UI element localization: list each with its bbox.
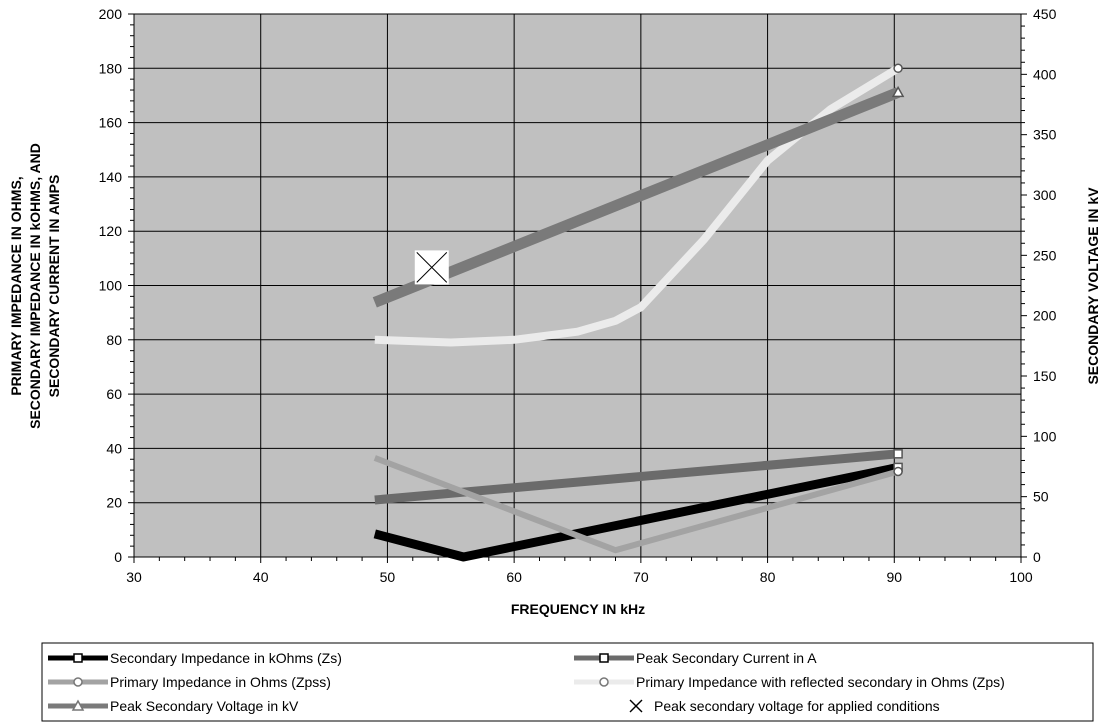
series-end-marker bbox=[891, 85, 905, 98]
y-right-tick-label: 400 bbox=[1033, 66, 1057, 82]
legend-symbol bbox=[629, 699, 643, 713]
y-axis-title-line-2: SECONDARY IMPEDANCE IN kOHMS, AND bbox=[27, 143, 43, 429]
legend-label: Primary Impedance with reflected seconda… bbox=[636, 674, 1005, 690]
legend-marker bbox=[71, 699, 85, 711]
x-tick-label: 30 bbox=[126, 569, 142, 585]
legend-label: Peak secondary voltage for applied condi… bbox=[654, 698, 940, 714]
series-line bbox=[373, 455, 899, 554]
y-right-tick-label: 100 bbox=[1033, 428, 1057, 444]
y-right-tick-label: 250 bbox=[1033, 247, 1057, 263]
y-axis-title-line-3: SECONDARY CURRENT IN AMPS bbox=[46, 175, 62, 398]
x-tick-label: 90 bbox=[886, 569, 902, 585]
series-lines bbox=[372, 63, 905, 562]
legend-item: Primary Impedance in Ohms (Zpss) bbox=[48, 674, 331, 690]
y-tick-label: 0 bbox=[114, 549, 122, 565]
legend-marker bbox=[599, 677, 609, 687]
series-line bbox=[372, 87, 901, 308]
y-tick-label: 200 bbox=[99, 6, 123, 22]
legend-label: Primary Impedance in Ohms (Zpss) bbox=[110, 674, 331, 690]
x-tick-labels: 30 40 50 60 70 80 90 100 bbox=[126, 569, 1033, 585]
y-right-tick-label: 350 bbox=[1033, 127, 1057, 143]
x-tick-label: 50 bbox=[380, 569, 396, 585]
x-tick-label: 80 bbox=[760, 569, 776, 585]
y-tick-label: 160 bbox=[99, 115, 123, 131]
x-tick-label: 70 bbox=[633, 569, 649, 585]
series-2 bbox=[373, 455, 903, 554]
gridlines bbox=[134, 13, 1021, 557]
axes bbox=[128, 13, 1027, 563]
legend-box bbox=[41, 642, 1094, 722]
legend-label: Peak Secondary Current in A bbox=[636, 650, 817, 666]
y-right-tick-label: 200 bbox=[1033, 308, 1057, 324]
series-5 bbox=[414, 250, 449, 285]
legend-label: Peak Secondary Voltage in kV bbox=[110, 698, 299, 714]
y-axis-title-line-1: PRIMARY IMPEDANCE IN OHMS, bbox=[8, 176, 24, 395]
y-tick-label: 40 bbox=[106, 440, 122, 456]
y-tick-label: 100 bbox=[99, 278, 123, 294]
y-tick-label: 120 bbox=[99, 223, 123, 239]
series-end-marker bbox=[893, 63, 903, 74]
legend-marker bbox=[73, 653, 83, 663]
legend-item: Peak Secondary Current in A bbox=[574, 650, 817, 666]
legend-marker bbox=[599, 653, 609, 663]
legend-item: Peak Secondary Voltage in kV bbox=[48, 698, 299, 714]
y-right-tick-label: 50 bbox=[1033, 489, 1049, 505]
series-end-marker bbox=[893, 449, 903, 459]
legend: Secondary Impedance in kOhms (Zs) Peak Se… bbox=[41, 642, 1094, 722]
x-tick-label: 100 bbox=[1009, 569, 1033, 585]
y-right-tick-labels: 0 50 100 150 200 250 300 350 400 450 bbox=[1033, 6, 1057, 565]
y-right-tick-label: 150 bbox=[1033, 368, 1057, 384]
legend-marker bbox=[73, 677, 83, 687]
legend-item: Primary Impedance with reflected seconda… bbox=[574, 674, 1005, 690]
y-tick-label: 80 bbox=[106, 332, 122, 348]
x-tick-label: 40 bbox=[253, 569, 269, 585]
legend-item: Peak secondary voltage for applied condi… bbox=[629, 698, 940, 714]
x-tick-label: 60 bbox=[506, 569, 522, 585]
special-point-x bbox=[416, 252, 448, 283]
y-tick-label: 140 bbox=[99, 169, 123, 185]
y-right-tick-label: 300 bbox=[1033, 187, 1057, 203]
y-tick-label: 60 bbox=[106, 386, 122, 402]
y-tick-labels: 0 20 40 60 80 100 120 140 160 180 200 bbox=[99, 6, 123, 565]
legend-item: Secondary Impedance in kOhms (Zs) bbox=[48, 650, 342, 666]
y-right-axis-title: SECONDARY VOLTAGE IN kV bbox=[1085, 187, 1101, 385]
series-end-marker bbox=[893, 466, 903, 477]
x-axis-title: FREQUENCY IN kHz bbox=[511, 601, 645, 617]
y-right-tick-label: 450 bbox=[1033, 6, 1057, 22]
y-right-tick-label: 0 bbox=[1033, 549, 1041, 565]
series-4 bbox=[372, 85, 905, 308]
y-tick-label: 20 bbox=[106, 495, 122, 511]
legend-label: Secondary Impedance in kOhms (Zs) bbox=[110, 650, 342, 666]
y-tick-label: 180 bbox=[99, 60, 123, 76]
